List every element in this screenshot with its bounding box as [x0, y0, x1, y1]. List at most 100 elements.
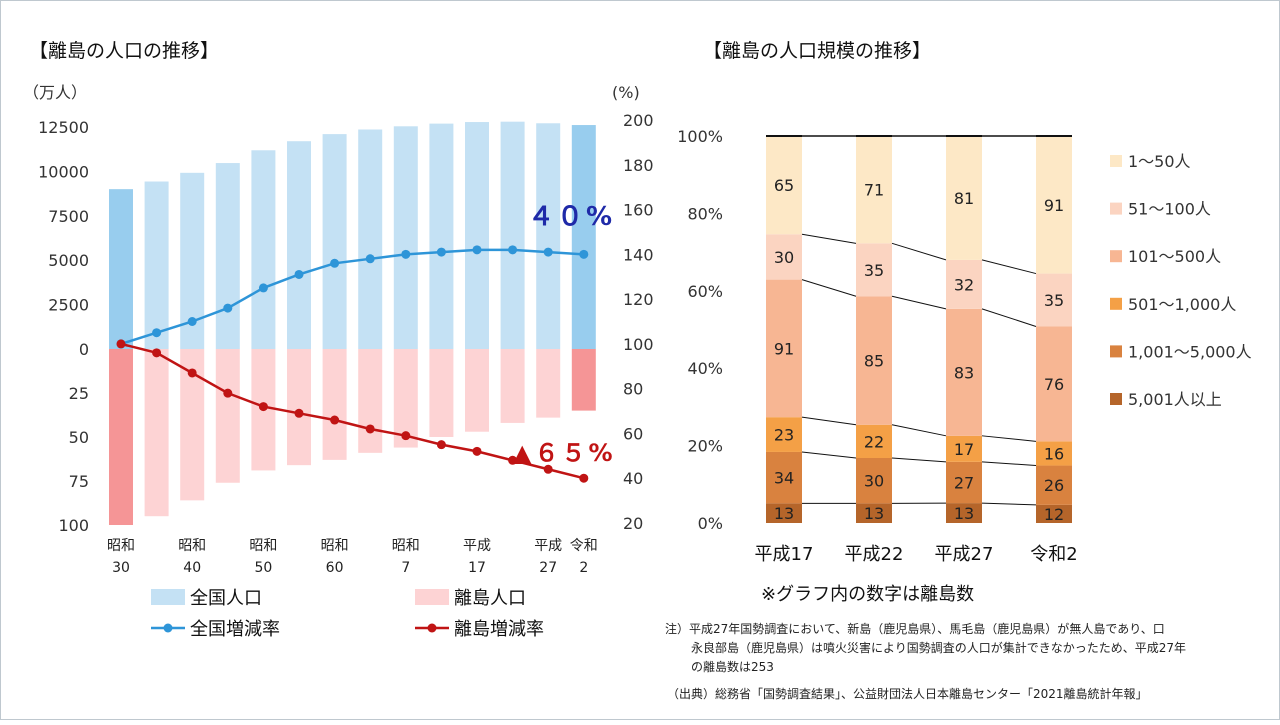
stack-series-connector: [892, 425, 946, 436]
national-rate-point: [579, 250, 588, 259]
right-axis-tick: 200: [623, 111, 654, 130]
footnote-source: （出典）総務省「国勢調査結果」、公益財団法人日本離島センター「2021離島統計年…: [667, 686, 1148, 701]
island-rate-point: [401, 431, 410, 440]
stack-segment-label: 35: [1044, 291, 1064, 310]
stack-segment-label: 26: [1044, 476, 1064, 495]
left-axis-label: （万人）: [23, 83, 87, 102]
national-population-bar: [429, 124, 453, 349]
stack-segment-label: 27: [954, 473, 974, 492]
stack-x-tick: 令和2: [1030, 544, 1077, 565]
stack-legend-label: 101～500人: [1128, 247, 1221, 266]
x-tick-year: 60: [326, 560, 344, 576]
right-axis-tick: 140: [623, 245, 654, 264]
stack-legend-label: 5,001人以上: [1128, 390, 1222, 409]
island-population-bar: [109, 349, 133, 525]
x-tick-era: 昭和: [392, 538, 420, 554]
stack-segment-label: 23: [774, 426, 794, 445]
left-axis-tick: 2500: [48, 296, 89, 315]
island-population-bar: [216, 349, 240, 483]
stack-x-tick: 平成22: [845, 544, 904, 565]
stack-axis-tick: 20%: [687, 437, 723, 456]
left-axis-tick: 10000: [38, 162, 89, 181]
stack-series-connector: [982, 309, 1036, 327]
national-rate-point: [188, 317, 197, 326]
left-axis-tick: 12500: [38, 118, 89, 137]
stack-series-connector: [982, 503, 1036, 505]
right-axis-tick: 180: [623, 156, 654, 175]
national-population-bar: [394, 126, 418, 349]
stack-series-connector: [802, 452, 856, 458]
stack-segment-label: 16: [1044, 444, 1064, 463]
national-population-bar: [216, 163, 240, 349]
right-axis-tick: 60: [623, 424, 643, 443]
national-population-bar: [323, 134, 347, 349]
annotation-national: ４０%: [528, 202, 615, 232]
national-rate-point: [473, 245, 482, 254]
stack-series-connector: [982, 260, 1036, 274]
stack-segment-label: 22: [864, 432, 884, 451]
right-chart-title: 【離島の人口規模の推移】: [703, 40, 931, 62]
stack-legend-label: 1,001～5,000人: [1128, 342, 1252, 361]
left-axis-tick: 75: [69, 472, 89, 491]
x-tick-era: 平成: [463, 538, 491, 554]
national-rate-point: [223, 304, 232, 313]
stack-segment-label: 32: [954, 275, 974, 294]
island-rate-point: [473, 447, 482, 456]
right-axis-tick: 120: [623, 290, 654, 309]
stack-segment-label: 91: [774, 339, 794, 358]
island-population-bar: [323, 349, 347, 460]
island-population-bar: [358, 349, 382, 453]
stack-x-tick: 平成27: [935, 544, 994, 565]
stack-segment-label: 65: [774, 176, 794, 195]
island-population-bar: [145, 349, 169, 516]
stack-segment-label: 81: [954, 189, 974, 208]
national-rate-point: [295, 270, 304, 279]
stack-segment-label: 17: [954, 440, 974, 459]
national-rate-point: [437, 248, 446, 257]
stack-legend-label: 1～50人: [1128, 152, 1191, 171]
national-population-bar: [251, 150, 275, 349]
legend-label-national-population: 全国人口: [190, 588, 262, 609]
right-axis-tick: 40: [623, 469, 643, 488]
stack-legend-label: 501～1,000人: [1128, 295, 1236, 314]
island-rate-point: [117, 339, 126, 348]
national-population-bar: [145, 182, 169, 349]
right-axis-tick: 160: [623, 201, 654, 220]
stack-legend-swatch: [1110, 203, 1122, 215]
island-population-bar: [429, 349, 453, 437]
legend-marker-island-rate: [428, 624, 437, 633]
stack-series-connector: [982, 436, 1036, 442]
graph-note: ※グラフ内の数字は離島数: [761, 584, 974, 605]
stack-series-connector: [892, 296, 946, 309]
stack-axis-tick: 80%: [687, 204, 723, 223]
island-rate-point: [437, 440, 446, 449]
x-tick-year: 27: [539, 560, 557, 576]
stack-series-connector: [802, 280, 856, 297]
stack-legend-swatch: [1110, 250, 1122, 262]
island-rate-point: [579, 474, 588, 483]
annotation-island: ▲６５%: [513, 439, 616, 467]
stack-segment-label: 13: [774, 504, 794, 523]
x-tick-era: 昭和: [178, 538, 206, 554]
legend-marker-national-rate: [164, 624, 173, 633]
national-population-bar: [465, 122, 489, 349]
island-population-bar: [501, 349, 525, 423]
stack-legend-label: 51～100人: [1128, 200, 1211, 219]
stack-segment-label: 83: [954, 363, 974, 382]
footnote-line-1: 注）平成27年国勢調査において、新島（鹿児島県）、馬毛島（鹿児島県）が無人島であ…: [665, 621, 1165, 636]
island-rate-point: [188, 368, 197, 377]
stack-legend-swatch: [1110, 345, 1122, 357]
national-rate-point: [366, 254, 375, 263]
stack-segment-label: 12: [1044, 505, 1064, 524]
left-axis-tick: 5000: [48, 251, 89, 270]
left-axis-tick: 100: [58, 516, 89, 535]
x-tick-era: 平成: [534, 538, 562, 554]
x-tick-year: 7: [401, 560, 410, 576]
x-tick-era: 昭和: [321, 538, 349, 554]
left-axis-tick: 25: [69, 384, 89, 403]
stack-legend-swatch: [1110, 155, 1122, 167]
national-population-bar: [572, 125, 596, 349]
stack-series-connector: [802, 417, 856, 425]
x-tick-year: 17: [468, 560, 486, 576]
